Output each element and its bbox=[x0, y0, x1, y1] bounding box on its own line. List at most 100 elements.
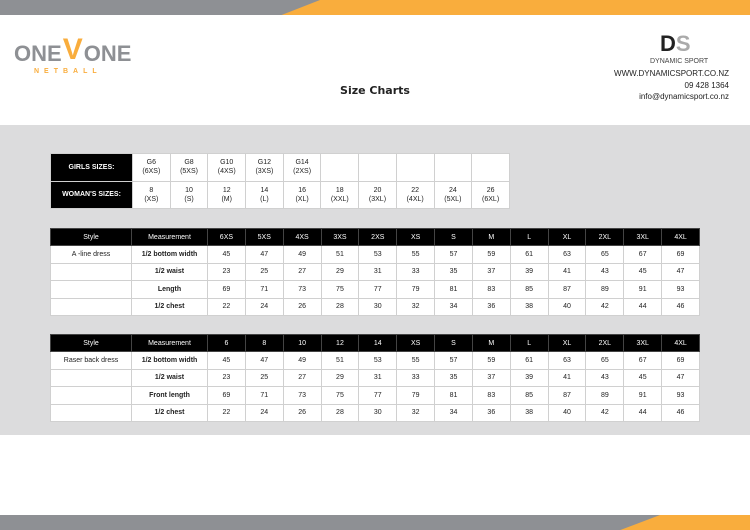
column-header: 12 bbox=[320, 334, 360, 352]
column-header: 8 bbox=[244, 334, 284, 352]
value-cell: 53 bbox=[358, 245, 398, 264]
size-value: G6 bbox=[146, 159, 157, 167]
value-cell: 22 bbox=[207, 297, 246, 316]
value-cell: 79 bbox=[396, 386, 436, 405]
value-cell: 41 bbox=[547, 262, 587, 281]
size-value: 14 bbox=[260, 186, 269, 194]
measurement-cell: 1/2 chest bbox=[131, 297, 208, 316]
size-code: (XL) bbox=[295, 195, 309, 203]
column-header: M bbox=[471, 228, 511, 246]
table-row: 1/2 waist 23 25 27 29 31 33 35 37 39 41 43 45 47 bbox=[50, 368, 700, 387]
header-row: Style Measurement 6XS 5XS 4XS 3XS 2XS XS S M L XL 2X… bbox=[50, 228, 700, 246]
measurement-cell: 1/2 chest bbox=[131, 403, 208, 422]
value-cell: 35 bbox=[434, 262, 473, 281]
value-cell: 51 bbox=[320, 351, 360, 370]
style-cell bbox=[50, 280, 132, 299]
value-cell: 23 bbox=[207, 262, 246, 281]
size-cell: G6 (6XS) bbox=[132, 153, 171, 182]
size-conversion-table: GIRLS SIZES: G6 (6XS) G8 (5XS) G10 (4XS) G12 (3X… bbox=[50, 153, 510, 209]
size-cell: G10 (4XS) bbox=[207, 153, 247, 182]
value-cell: 85 bbox=[509, 280, 549, 299]
value-cell: 77 bbox=[358, 386, 398, 405]
value-cell: 49 bbox=[282, 351, 322, 370]
size-value: G14 bbox=[295, 159, 309, 167]
column-header: 3XL bbox=[623, 228, 663, 246]
value-cell: 91 bbox=[623, 386, 663, 405]
size-cell: 14 (L) bbox=[245, 180, 284, 209]
value-cell: 69 bbox=[207, 280, 246, 299]
column-header: Measurement bbox=[131, 334, 208, 352]
value-cell: 28 bbox=[320, 403, 360, 422]
size-code: (S) bbox=[184, 195, 194, 203]
value-cell: 36 bbox=[471, 403, 511, 422]
value-cell: 33 bbox=[396, 368, 436, 387]
size-cell: G14 (2XS) bbox=[282, 153, 322, 182]
size-code: (3XS) bbox=[255, 168, 274, 176]
value-cell: 38 bbox=[509, 297, 549, 316]
a-line-dress-table: Style Measurement 6XS 5XS 4XS 3XS 2XS XS S M L XL 2X… bbox=[50, 228, 700, 316]
size-cell: 20 (3XL) bbox=[358, 180, 397, 209]
value-cell: 69 bbox=[661, 245, 700, 264]
value-cell: 45 bbox=[207, 351, 246, 370]
value-cell: 31 bbox=[358, 368, 398, 387]
value-cell: 65 bbox=[585, 245, 625, 264]
size-value: 26 bbox=[486, 186, 495, 194]
value-cell: 23 bbox=[207, 368, 246, 387]
measurement-cell: Front length bbox=[131, 386, 208, 405]
column-header: 6XS bbox=[207, 228, 246, 246]
value-cell: 42 bbox=[585, 403, 625, 422]
value-cell: 29 bbox=[320, 262, 360, 281]
column-header: XL bbox=[547, 228, 587, 246]
size-value: 20 bbox=[373, 186, 382, 194]
size-value: 12 bbox=[222, 186, 231, 194]
value-cell: 45 bbox=[623, 368, 663, 387]
value-cell: 35 bbox=[434, 368, 473, 387]
value-cell: 77 bbox=[358, 280, 398, 299]
value-cell: 39 bbox=[509, 368, 549, 387]
style-cell: A -line dress bbox=[50, 245, 132, 264]
table-row: Front length 69 71 73 75 77 79 81 83 85 87 89 91 93 bbox=[50, 386, 700, 405]
measurement-cell: 1/2 bottom width bbox=[131, 245, 208, 264]
value-cell: 79 bbox=[396, 280, 436, 299]
table-row: 1/2 chest 22 24 26 28 30 32 34 36 38 40 42 44 46 bbox=[50, 403, 700, 422]
column-header: 2XL bbox=[585, 334, 625, 352]
value-cell: 31 bbox=[358, 262, 398, 281]
style-cell bbox=[50, 403, 132, 422]
ds-name: DYNAMIC SPORT bbox=[650, 58, 709, 65]
size-code: (M) bbox=[221, 195, 232, 203]
size-value: 24 bbox=[448, 186, 457, 194]
value-cell: 57 bbox=[434, 245, 473, 264]
column-header: S bbox=[434, 228, 473, 246]
value-cell: 73 bbox=[282, 386, 322, 405]
column-header: S bbox=[434, 334, 473, 352]
measurement-cell: 1/2 waist bbox=[131, 368, 208, 387]
value-cell: 75 bbox=[320, 280, 360, 299]
value-cell: 27 bbox=[282, 262, 322, 281]
value-cell: 61 bbox=[509, 245, 549, 264]
value-cell: 22 bbox=[207, 403, 246, 422]
website-link[interactable]: WWW.DYNAMICSPORT.CO.NZ bbox=[614, 69, 729, 78]
value-cell: 47 bbox=[244, 351, 284, 370]
column-header: 6 bbox=[207, 334, 246, 352]
value-cell: 45 bbox=[207, 245, 246, 264]
value-cell: 93 bbox=[661, 280, 700, 299]
column-header: Measurement bbox=[131, 228, 208, 246]
value-cell: 59 bbox=[471, 245, 511, 264]
column-header: Style bbox=[50, 228, 132, 246]
value-cell: 63 bbox=[547, 351, 587, 370]
value-cell: 25 bbox=[244, 368, 284, 387]
value-cell: 45 bbox=[623, 262, 663, 281]
column-header: 5XS bbox=[244, 228, 284, 246]
size-cell: 18 (XXL) bbox=[320, 180, 360, 209]
value-cell: 37 bbox=[471, 368, 511, 387]
value-cell: 93 bbox=[661, 386, 700, 405]
column-header: 4XS bbox=[282, 228, 322, 246]
column-header: L bbox=[509, 228, 549, 246]
value-cell: 34 bbox=[434, 297, 473, 316]
value-cell: 75 bbox=[320, 386, 360, 405]
value-cell: 73 bbox=[282, 280, 322, 299]
size-row: WOMAN'S SIZES: 8 (XS) 10 (S) 12 (M) 14 (L) 16 (XL)… bbox=[50, 180, 510, 209]
bottom-banner bbox=[0, 515, 750, 530]
value-cell: 65 bbox=[585, 351, 625, 370]
email-link[interactable]: info@dynamicsport.co.nz bbox=[639, 92, 729, 101]
